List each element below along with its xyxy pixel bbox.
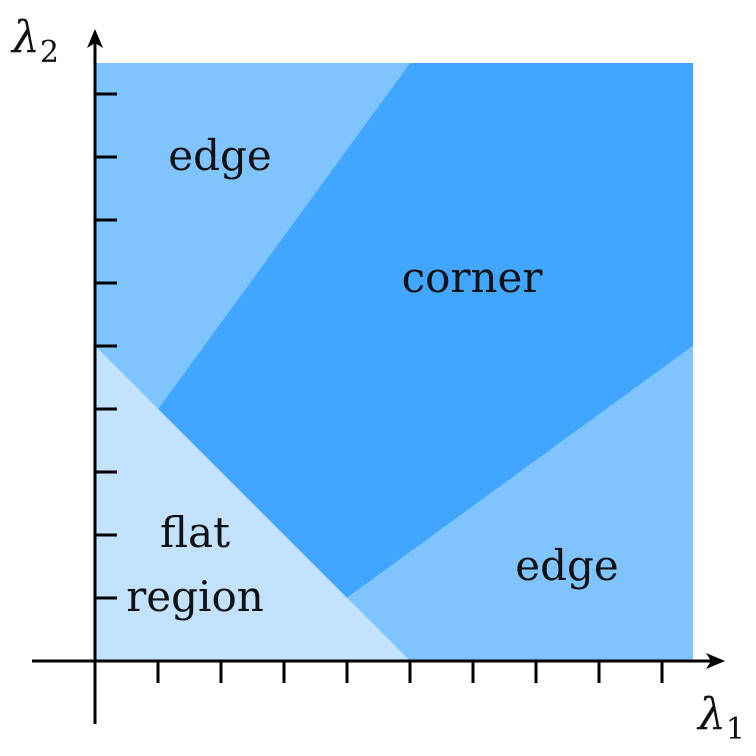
y-axis-arrowhead [87,29,103,48]
label-corner: corner [402,253,544,302]
label-flat-line2: region [126,572,264,621]
region-edge-top [95,63,410,409]
x-axis-label: λ1 [696,689,745,747]
y-axis-symbol: λ [10,12,40,63]
label-edge-bottom: edge [515,541,618,590]
x-axis-symbol: λ [696,689,726,740]
axis-ticks [95,92,664,683]
label-flat-line1: flat [160,508,230,557]
region-edge-bottom [347,346,693,661]
x-axis-arrowhead [706,653,725,669]
region-corner [158,63,693,598]
region-flat [95,346,410,661]
y-axis-subscript: 2 [40,35,59,70]
label-edge-top: edge [168,131,271,180]
x-axis-subscript: 1 [726,712,745,747]
y-axis-label: λ2 [10,12,59,70]
